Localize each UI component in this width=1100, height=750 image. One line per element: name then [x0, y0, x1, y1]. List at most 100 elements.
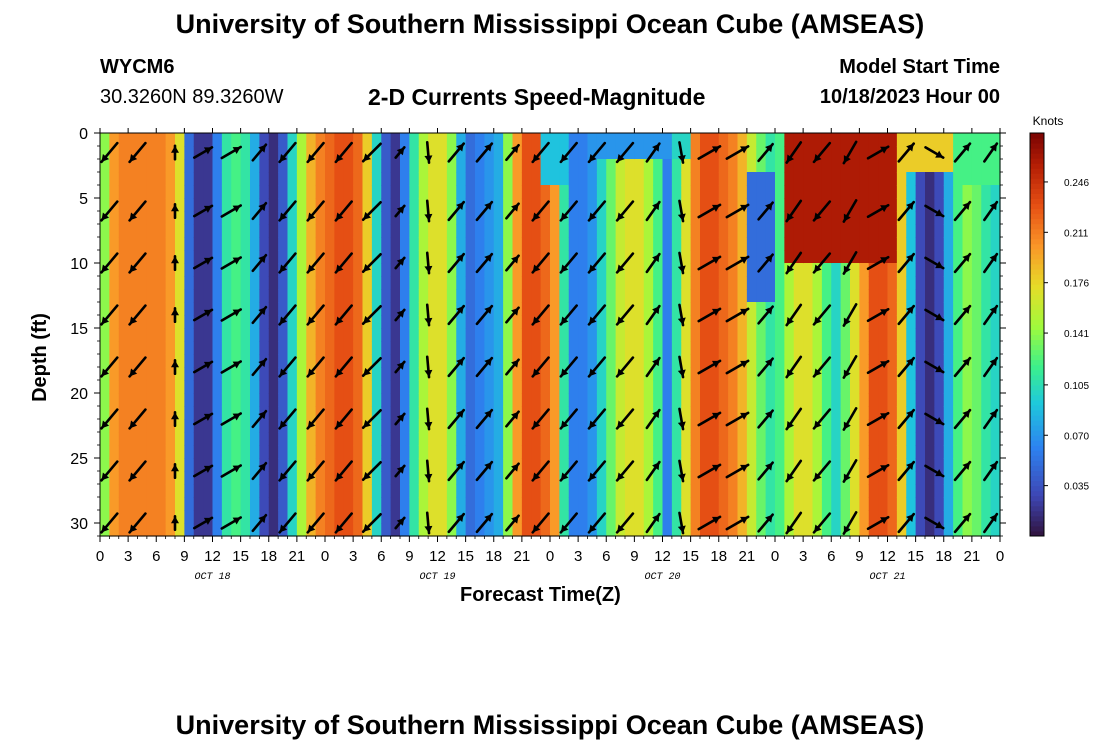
- heat-cell: [137, 393, 148, 407]
- heat-cell: [643, 146, 654, 160]
- heat-cell: [953, 146, 964, 160]
- heat-cell: [700, 406, 710, 420]
- heat-cell: [662, 471, 673, 485]
- colorbar-band: [1030, 274, 1044, 280]
- heat-cell: [475, 237, 485, 251]
- heat-cell: [287, 497, 298, 511]
- colorbar-band: [1030, 399, 1044, 406]
- heat-cell: [868, 302, 879, 316]
- heat-cell: [390, 510, 401, 524]
- heat-cell: [193, 484, 204, 498]
- heat-cell: [315, 159, 326, 173]
- heat-cell: [212, 367, 223, 381]
- heat-cell: [175, 263, 185, 277]
- heat-cell: [531, 224, 542, 238]
- heat-cell: [653, 315, 664, 329]
- heat-cell: [550, 432, 560, 446]
- heat-cell: [118, 224, 129, 238]
- heat-cell: [493, 276, 504, 290]
- heat-cell: [531, 484, 542, 498]
- heat-cell: [784, 133, 795, 147]
- heat-cell: [503, 510, 514, 524]
- heat-cell: [775, 445, 785, 459]
- heat-cell: [587, 250, 598, 264]
- heat-cell: [400, 367, 410, 381]
- heat-cell: [821, 497, 832, 511]
- heat-cell: [109, 328, 120, 342]
- current-arrow: [615, 512, 635, 534]
- heat-cell: [803, 185, 814, 199]
- heat-cell: [475, 146, 485, 160]
- heat-cell: [887, 419, 898, 433]
- heat-cell: [287, 367, 298, 381]
- heat-cell: [709, 432, 720, 446]
- heat-cell: [137, 263, 148, 277]
- colorbar-band: [1030, 465, 1044, 472]
- current-arrow: [842, 140, 858, 165]
- current-arrow: [615, 141, 635, 164]
- current-arrow: [842, 355, 858, 379]
- heat-cell: [109, 263, 120, 277]
- heat-cell: [578, 263, 589, 277]
- heat-cell: [334, 146, 345, 160]
- heat-cell: [137, 159, 148, 173]
- heat-cell: [803, 263, 814, 277]
- heat-cell: [671, 328, 682, 342]
- heat-cell: [381, 523, 392, 537]
- heat-cell: [221, 523, 232, 537]
- heat-cell: [728, 159, 739, 173]
- heat-cell: [990, 237, 1001, 251]
- heat-cell: [915, 341, 926, 355]
- heat-cell: [521, 133, 532, 147]
- heat-cell: [212, 419, 223, 433]
- current-arrow: [171, 203, 179, 219]
- heat-cell: [137, 133, 148, 147]
- heat-cell: [990, 276, 1001, 290]
- colorbar-band: [1030, 284, 1044, 290]
- heat-cell: [596, 380, 607, 394]
- heat-cell: [456, 497, 467, 511]
- heat-cell: [128, 146, 139, 160]
- heat-cell: [390, 328, 401, 342]
- heat-cell: [906, 146, 917, 160]
- heat-cell: [343, 172, 354, 186]
- heat-cell: [240, 458, 251, 472]
- heat-cell: [803, 159, 814, 173]
- heat-cell: [793, 367, 804, 381]
- heat-cell: [400, 328, 410, 342]
- heat-cell: [456, 237, 467, 251]
- heat-cell: [371, 380, 382, 394]
- heat-cell: [109, 419, 120, 433]
- heat-cell: [934, 302, 945, 316]
- heat-cell: [812, 237, 823, 251]
- heat-cell: [596, 393, 607, 407]
- heat-cell: [868, 172, 879, 186]
- heat-cell: [268, 146, 279, 160]
- heat-cell: [212, 302, 223, 316]
- heat-cell: [756, 406, 767, 420]
- heat-cell: [306, 484, 317, 498]
- heat-cell: [990, 159, 1001, 173]
- heat-cell: [850, 523, 860, 537]
- heat-cell: [690, 523, 701, 537]
- heat-cell: [784, 146, 795, 160]
- heat-cell: [503, 354, 514, 368]
- heat-cell: [484, 380, 495, 394]
- heat-cell: [278, 497, 289, 511]
- colorbar-band: [1030, 319, 1044, 325]
- heat-cell: [943, 445, 954, 459]
- heat-cell: [718, 367, 729, 381]
- heat-cell: [962, 484, 973, 498]
- heat-cell: [775, 211, 785, 225]
- heat-cell: [606, 146, 617, 160]
- heat-cell: [578, 458, 589, 472]
- heat-cell: [137, 341, 148, 355]
- heat-cell: [100, 276, 110, 290]
- heat-cell: [371, 393, 382, 407]
- heat-cell: [662, 510, 673, 524]
- heat-cell: [475, 484, 485, 498]
- heat-cell: [503, 393, 514, 407]
- heat-cell: [831, 224, 842, 238]
- heat-cell: [137, 367, 148, 381]
- heat-cell: [821, 133, 832, 147]
